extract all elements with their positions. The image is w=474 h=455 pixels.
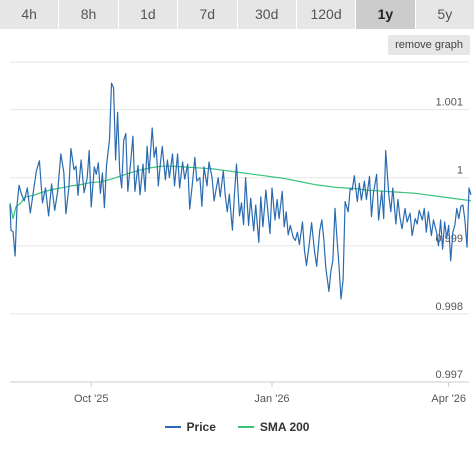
chart-legend: Price SMA 200 (0, 420, 474, 434)
legend-label: SMA 200 (259, 420, 310, 434)
x-axis: Oct '25 Jan '26 Apr '26 (10, 381, 469, 405)
tab-1y[interactable]: 1y (356, 0, 416, 29)
legend-swatch (164, 426, 181, 428)
tab-5y[interactable]: 5y (415, 0, 474, 29)
y-tick-label: 0.997 (435, 369, 463, 381)
y-tick-label: 1.001 (435, 97, 463, 109)
chart-series (9, 82, 472, 300)
tab-1d[interactable]: 1d (118, 0, 179, 29)
tab-8h[interactable]: 8h (59, 0, 119, 29)
tab-120d[interactable]: 120d (296, 0, 357, 29)
tab-4h[interactable]: 4h (0, 0, 60, 29)
x-tick-label: Oct '25 (74, 393, 109, 405)
legend-item-price[interactable]: Price (164, 420, 216, 434)
y-tick-label: 0.998 (435, 301, 463, 313)
series-line-price (9, 82, 472, 300)
x-tick-label: Jan '26 (254, 393, 289, 405)
x-tick-label: Apr '26 (431, 393, 466, 405)
legend-label: Price (186, 420, 216, 434)
timeframe-tabs: 4h 8h 1d 7d 30d 120d 1y 5y (0, 0, 474, 29)
remove-graph-button[interactable]: remove graph (388, 35, 470, 55)
tab-7d[interactable]: 7d (178, 0, 238, 29)
legend-swatch (237, 426, 254, 428)
legend-item-sma-200[interactable]: SMA 200 (237, 420, 310, 434)
y-tick-label: 1 (457, 165, 463, 177)
tab-30d[interactable]: 30d (237, 0, 297, 29)
